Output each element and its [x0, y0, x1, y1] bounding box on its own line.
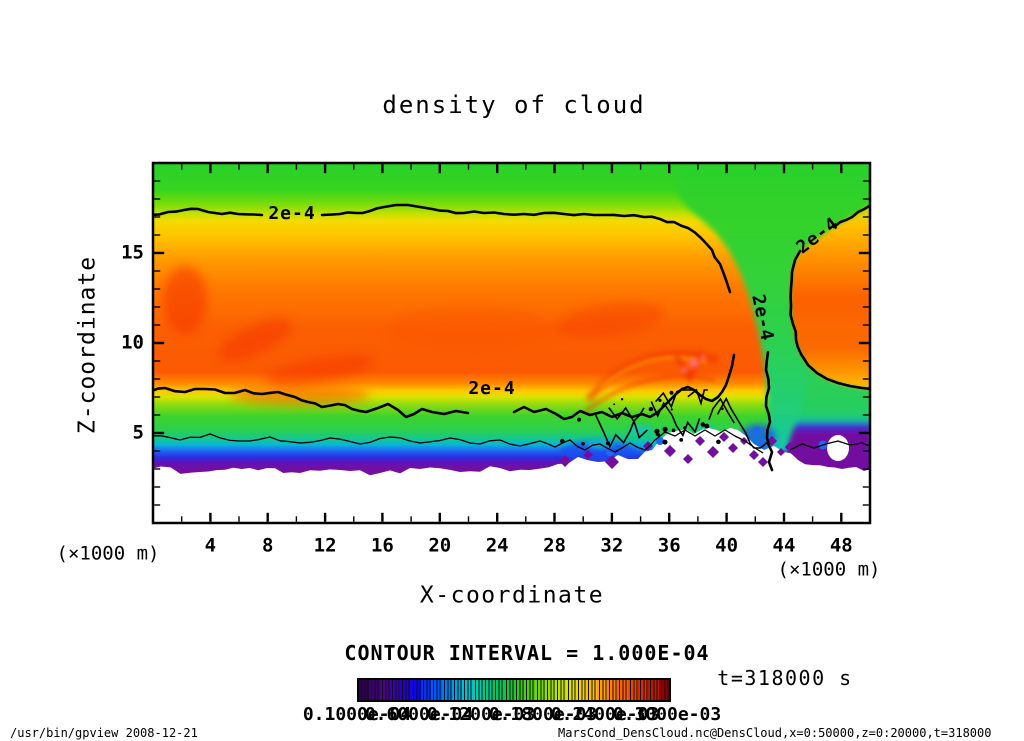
colorbar-cell [482, 680, 494, 700]
x-axis-label: X-coordinate [419, 582, 605, 609]
colorbar-cell [493, 680, 504, 700]
colorbar-cell [379, 680, 390, 700]
colorbar-cell [555, 680, 566, 700]
colorbar-cell [462, 680, 473, 700]
colorbar-cell [472, 680, 483, 700]
colorbar-cell [658, 680, 669, 700]
colorbar-cell [596, 680, 607, 700]
z-tick-label: 10 [121, 331, 144, 354]
colorbar-cell [586, 680, 597, 700]
colorbar-cell [617, 680, 628, 700]
contour-label-bottom: 2e-4 [468, 378, 516, 399]
colorbar-cell [431, 680, 442, 700]
x-tick-label: 24 [485, 534, 509, 557]
colorbar-cell [648, 680, 659, 700]
colorbar-cell [524, 680, 535, 700]
colorbar-cell [575, 680, 587, 700]
colorbar-tick-label: 0.1800e-03 [488, 704, 598, 725]
axis-ticks [154, 164, 869, 522]
colorbar-cell [389, 680, 401, 700]
surface-white-region [153, 427, 870, 523]
x-tick-label: 4 [204, 534, 217, 557]
x-tick-label: 28 [543, 534, 566, 557]
chart-title: density of cloud [382, 91, 646, 119]
contour-interval-label: CONTOUR INTERVAL = 1.000E-04 [344, 641, 710, 665]
z-tick-label: 5 [132, 421, 144, 444]
colorbar-cell [441, 680, 452, 700]
footer-command: /usr/bin/gpview 2008-12-21 [10, 726, 198, 740]
x-tick-label: 16 [370, 534, 394, 557]
colorbar-cell [359, 680, 370, 700]
x-tick-label: 44 [772, 534, 796, 557]
colorbar-cell [503, 680, 514, 700]
x-tick-label: 36 [657, 534, 681, 557]
x-tick-label: 48 [829, 534, 853, 557]
colorbar-tick-label: 0.2400e-03 [550, 704, 660, 725]
colorbar-cell [369, 680, 380, 700]
time-label: t=318000 s [717, 666, 853, 690]
y-axis-label: Z-coordinate [74, 255, 101, 435]
colorbar-tick-label: 0.1200e-03 [426, 704, 536, 725]
x-tick-label: 40 [715, 534, 739, 557]
colorbar-tick-label: 0.3000e-03 [612, 704, 722, 725]
colorbar-cell [565, 680, 576, 700]
footer-dataset: MarsCond_DensCloud.nc@DensCloud,x=0:5000… [558, 726, 992, 740]
contour-fill-field [153, 163, 870, 523]
colorbar-cell [534, 680, 545, 700]
colorbar-cell [400, 680, 411, 700]
colorbar-cell [420, 680, 432, 700]
colorbar-cell [513, 680, 525, 700]
x-tick-label: 20 [428, 534, 452, 557]
colorbar-cell [627, 680, 638, 700]
contour-label-top: 2e-4 [268, 203, 316, 224]
x-axis-unit-label: (×1000 m) [777, 558, 881, 581]
colorbar-cell [544, 680, 556, 700]
colorbar-cell [451, 680, 463, 700]
x-tick-label: 32 [600, 534, 624, 557]
colorbar-tick-label: 0.1000e-04 [302, 704, 412, 725]
y-axis-unit-label: (×1000 m) [56, 542, 160, 565]
z-tick-label: 15 [121, 241, 144, 264]
colorbar-cell [637, 680, 649, 700]
colorbar-tick-label: 0.6000e-04 [364, 704, 474, 725]
colorbar [357, 678, 671, 702]
plot-frame [151, 161, 872, 525]
colorbar-cell [606, 680, 618, 700]
x-tick-label: 12 [313, 534, 337, 557]
x-tick-label: 8 [261, 534, 274, 557]
colorbar-cell [410, 680, 421, 700]
